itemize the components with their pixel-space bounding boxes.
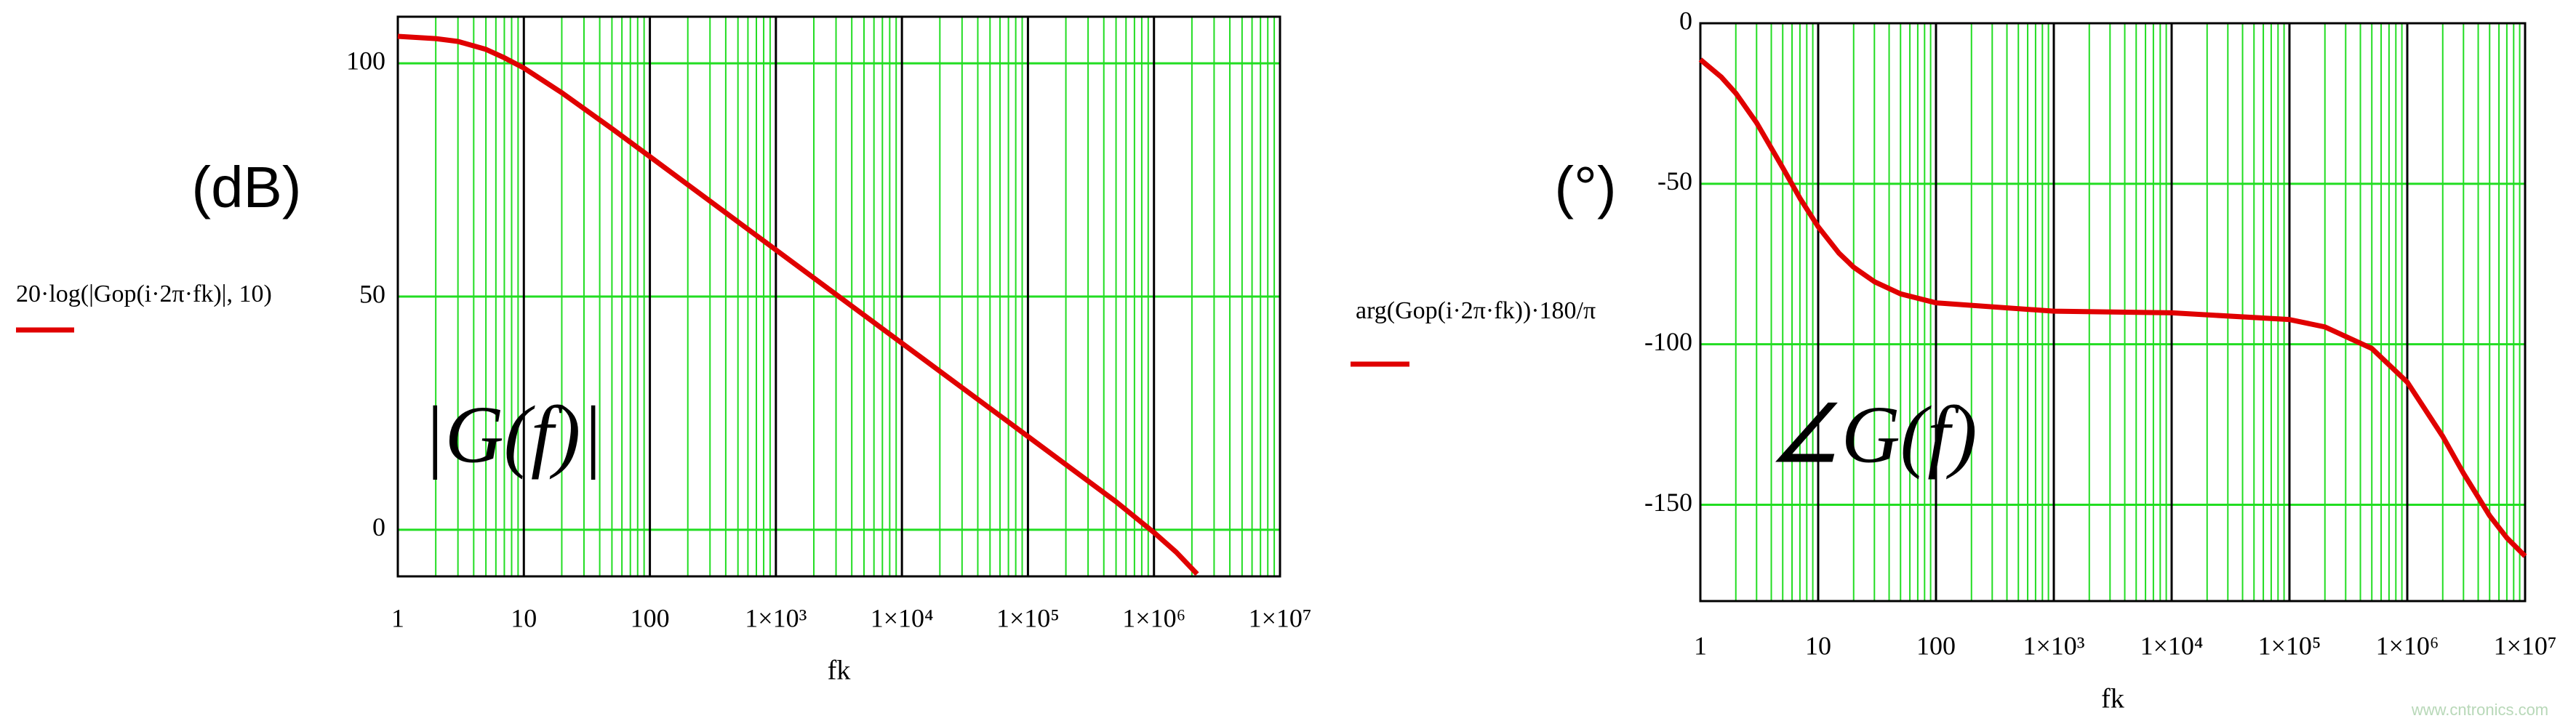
x-tick-label: 1×10⁷ — [2494, 631, 2557, 660]
annotation: ∠G(f) — [1769, 390, 1977, 480]
y-tick-label: -100 — [1644, 327, 1692, 356]
plot-border — [1699, 22, 2527, 603]
x-tick-label: 100 — [1916, 631, 1956, 660]
x-tick-label: 1 — [1694, 631, 1707, 660]
data-line — [1698, 57, 2527, 558]
x-tick-label: 1×10⁷ — [1249, 603, 1312, 632]
x-tick-label: 1×10⁵ — [2258, 631, 2321, 660]
y-tick-label: 0 — [372, 512, 385, 541]
legend-label: 20·log(|Gop(i·2π·fk)|, 10) — [16, 281, 272, 307]
data-line — [397, 33, 1199, 576]
y-axis-label: (°) — [1554, 155, 1616, 219]
y-tick-label: 100 — [346, 46, 385, 75]
watermark: www.cntronics.com — [2411, 701, 2548, 719]
x-tick-label: 1×10⁶ — [2376, 631, 2439, 660]
legend-label: arg(Gop(i·2π·fk))·180/π — [1356, 297, 1596, 324]
y-tick-label: -150 — [1644, 488, 1692, 517]
x-tick-label: 10 — [511, 603, 537, 632]
annotation: |G(f)| — [423, 390, 603, 480]
x-tick-label: 1×10³ — [2023, 631, 2084, 660]
x-tick-label: 1×10⁵ — [996, 603, 1060, 632]
x-axis-label: fk — [828, 656, 851, 686]
x-tick-label: 1×10⁴ — [2140, 631, 2204, 660]
x-tick-label: 10 — [1805, 631, 1831, 660]
x-tick-label: 1×10⁶ — [1122, 603, 1185, 632]
plot-border — [396, 15, 1281, 578]
y-tick-label: 50 — [359, 279, 385, 308]
x-tick-label: 1 — [391, 603, 404, 632]
x-tick-label: 1×10⁴ — [871, 603, 934, 632]
x-tick-label: 100 — [631, 603, 670, 632]
y-axis-label: (dB) — [191, 155, 301, 219]
x-tick-label: 1×10³ — [745, 603, 807, 632]
y-tick-label: -50 — [1657, 166, 1692, 196]
y-tick-label: 0 — [1679, 6, 1692, 35]
x-axis-label: fk — [2101, 684, 2124, 714]
